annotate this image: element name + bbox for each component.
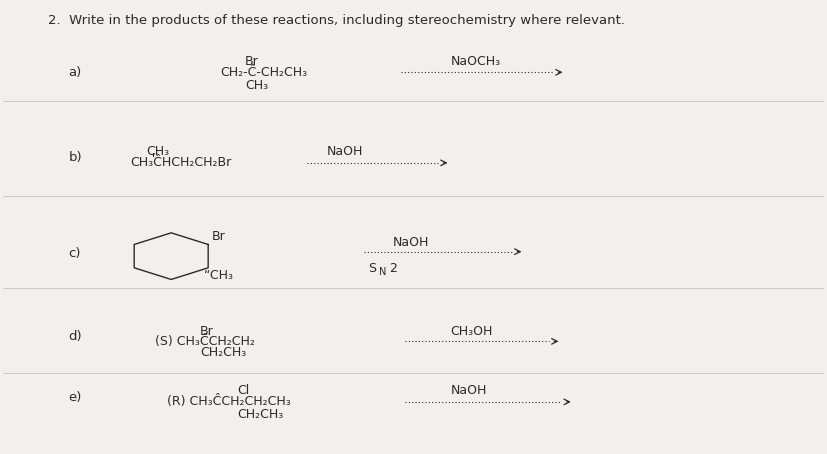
Text: 2.  Write in the products of these reactions, including stereochemistry where re: 2. Write in the products of these reacti…	[48, 14, 625, 27]
Text: S: S	[368, 262, 376, 275]
Text: NaOH: NaOH	[327, 145, 364, 158]
Text: CH₂-Ĉ-CH₂CH₃: CH₂-Ĉ-CH₂CH₃	[221, 66, 308, 79]
Text: CH₃: CH₃	[146, 145, 170, 158]
Text: Br: Br	[200, 325, 213, 337]
Text: CH₃: CH₃	[245, 79, 268, 92]
Text: 2: 2	[389, 262, 397, 275]
Text: d): d)	[69, 330, 82, 343]
Text: CH₃ĈHCH₂CH₂Br: CH₃ĈHCH₂CH₂Br	[130, 156, 232, 169]
Text: CH₃OH: CH₃OH	[451, 325, 493, 337]
Text: e): e)	[69, 391, 82, 404]
Text: (S) CH₃ĈCH₂CH₂: (S) CH₃ĈCH₂CH₂	[155, 335, 255, 348]
Text: NaOCH₃: NaOCH₃	[451, 54, 500, 68]
Text: “CH₃: “CH₃	[204, 269, 233, 282]
Text: CH₂CH₃: CH₂CH₃	[237, 408, 283, 420]
Text: Br: Br	[245, 54, 259, 68]
Text: NaOH: NaOH	[393, 236, 429, 249]
Text: (R) CH₃ĈCH₂CH₂CH₃: (R) CH₃ĈCH₂CH₂CH₃	[167, 395, 291, 409]
Text: b): b)	[69, 151, 82, 164]
Text: c): c)	[69, 247, 81, 260]
Text: Cl: Cl	[237, 384, 249, 397]
Text: a): a)	[69, 65, 82, 79]
Text: N: N	[379, 267, 386, 277]
Text: CH₂CH₃: CH₂CH₃	[200, 346, 246, 359]
Text: Br: Br	[212, 230, 225, 243]
Text: NaOH: NaOH	[451, 384, 487, 397]
